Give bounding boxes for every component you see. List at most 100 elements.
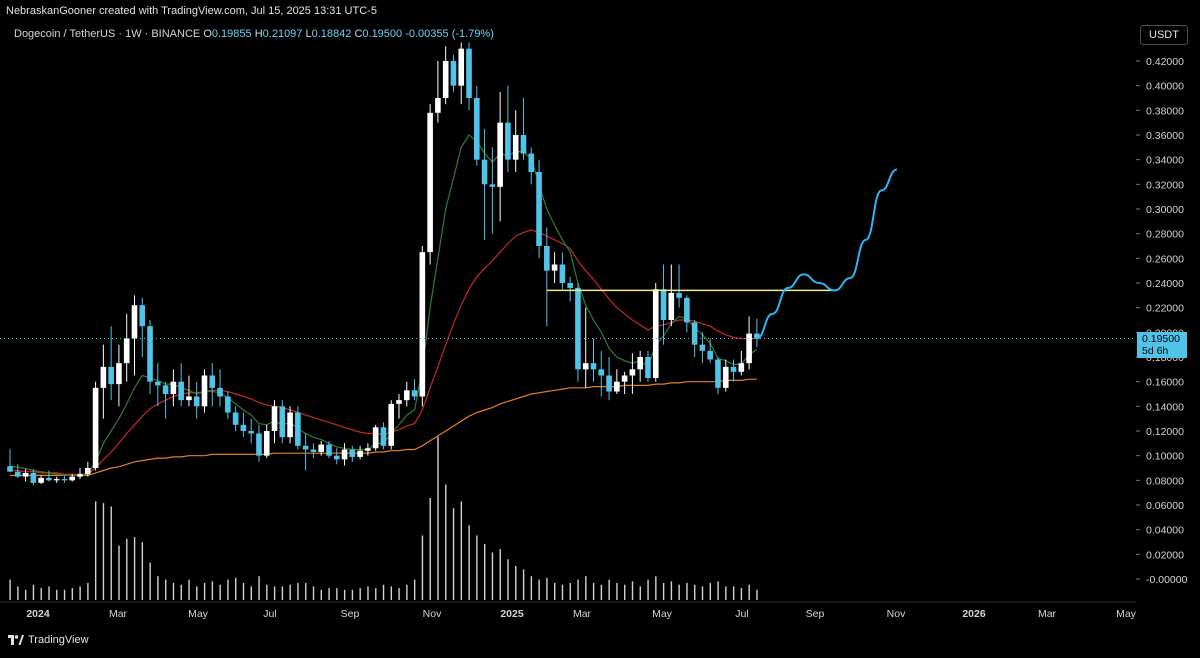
volume-bar <box>305 583 307 600</box>
candle-body <box>411 390 418 397</box>
candle-body <box>442 61 449 98</box>
volume-bar <box>499 549 501 600</box>
candle-body <box>497 122 503 187</box>
x-tick-label: 2026 <box>962 608 986 620</box>
low-value: 0.18842 <box>311 28 352 40</box>
volume-bar <box>429 498 431 600</box>
y-tick-label: 0.02000 <box>1146 549 1184 561</box>
tradingview-logo-icon <box>8 635 24 645</box>
volume-bar <box>312 586 315 600</box>
candle-body <box>380 427 387 446</box>
candle-body <box>746 333 752 364</box>
candle-body <box>341 449 348 460</box>
y-tick-label: 0.38000 <box>1146 105 1184 117</box>
volume-bar <box>273 586 276 600</box>
volume-bar <box>437 436 439 600</box>
volume-bar <box>445 484 447 600</box>
candle-body <box>38 477 44 483</box>
high-label: H <box>254 28 263 40</box>
x-tick-label: May <box>652 608 673 620</box>
volume-bar <box>740 588 743 600</box>
volume-bar <box>639 586 641 600</box>
candle-body <box>302 445 309 450</box>
candle-body <box>248 431 254 434</box>
volume-bar <box>616 583 618 600</box>
volume-bar <box>118 545 120 600</box>
volume-bar <box>483 543 486 600</box>
high-value: 0.21097 <box>262 28 303 40</box>
candle-body <box>598 369 605 376</box>
candle-body <box>46 477 52 481</box>
volume-bar <box>24 589 27 600</box>
candle-body <box>61 479 68 481</box>
candles <box>7 42 760 486</box>
candle-body <box>77 474 83 477</box>
low-label: L <box>305 28 312 40</box>
candle-body <box>505 122 511 160</box>
volume-bar <box>180 584 182 600</box>
y-tick-label: 0.32000 <box>1146 179 1184 191</box>
candle-body <box>544 246 550 271</box>
x-tick-label: Sep <box>341 608 360 620</box>
volume-bar <box>172 583 175 600</box>
y-tick-label: 0.24000 <box>1146 278 1184 290</box>
candle-body <box>691 322 698 345</box>
volume-bar <box>297 583 299 600</box>
candle-body <box>69 476 76 481</box>
current-price-value: 0.19500 <box>1142 333 1180 345</box>
currency-button[interactable]: USDT <box>1140 25 1188 45</box>
x-tick-label: 2025 <box>500 608 524 620</box>
candle-body <box>193 396 200 407</box>
volume-bar <box>133 537 136 600</box>
volume-bar <box>110 506 112 600</box>
candle-body <box>287 412 293 438</box>
candle-body <box>738 363 745 372</box>
open-value: 0.19855 <box>211 28 252 40</box>
candle-body <box>435 98 441 113</box>
y-tick-label: 0.30000 <box>1146 204 1184 216</box>
x-tick-label: May <box>1116 608 1137 620</box>
volume-bar <box>476 535 478 600</box>
volume-bar <box>421 535 424 600</box>
volume-bar <box>507 559 509 600</box>
y-tick-label: 0.42000 <box>1146 56 1184 68</box>
volume-bar <box>343 589 346 600</box>
volume-bar <box>359 588 361 600</box>
volume-bar <box>452 508 455 600</box>
x-tick-label: Nov <box>887 608 906 620</box>
candle-body <box>606 375 612 392</box>
candle-body <box>403 390 410 401</box>
volume-bar <box>460 501 463 600</box>
symbol-legend: Dogecoin / TetherUS · 1W · BINANCE O0.19… <box>14 28 494 40</box>
volume-bar <box>56 589 58 600</box>
candle-body <box>660 289 667 320</box>
volume-bar <box>250 586 252 600</box>
volume-bar <box>561 584 564 600</box>
candle-body <box>155 381 161 386</box>
volume-bar <box>515 566 517 600</box>
volume-bar <box>328 588 330 600</box>
candle-body <box>707 350 713 360</box>
volume-bar <box>585 576 587 600</box>
volume-bar <box>624 584 626 600</box>
symbol-name[interactable]: Dogecoin / TetherUS · 1W · BINANCE <box>14 28 201 40</box>
price-axis[interactable]: 0.42000 0.40000 0.38000 0.36000 0.34000 0.320… <box>1136 0 1200 653</box>
candle-body <box>279 406 286 438</box>
candle-body <box>474 98 480 160</box>
candle-body <box>263 431 270 456</box>
candle-body <box>271 406 278 431</box>
close-value: 0.19500 <box>362 28 403 40</box>
candle-body <box>450 61 457 86</box>
candle-body <box>528 153 535 172</box>
candle-body <box>170 381 177 394</box>
candle-body <box>85 468 91 475</box>
candle-body <box>178 381 184 401</box>
candle-body <box>684 297 690 323</box>
y-tick-label: 0.12000 <box>1146 426 1184 438</box>
candle-body <box>388 403 395 446</box>
candle-body <box>326 444 332 456</box>
candle-body <box>621 375 628 382</box>
tradingview-logo[interactable]: TradingView <box>8 634 89 646</box>
candle-body <box>333 455 340 460</box>
